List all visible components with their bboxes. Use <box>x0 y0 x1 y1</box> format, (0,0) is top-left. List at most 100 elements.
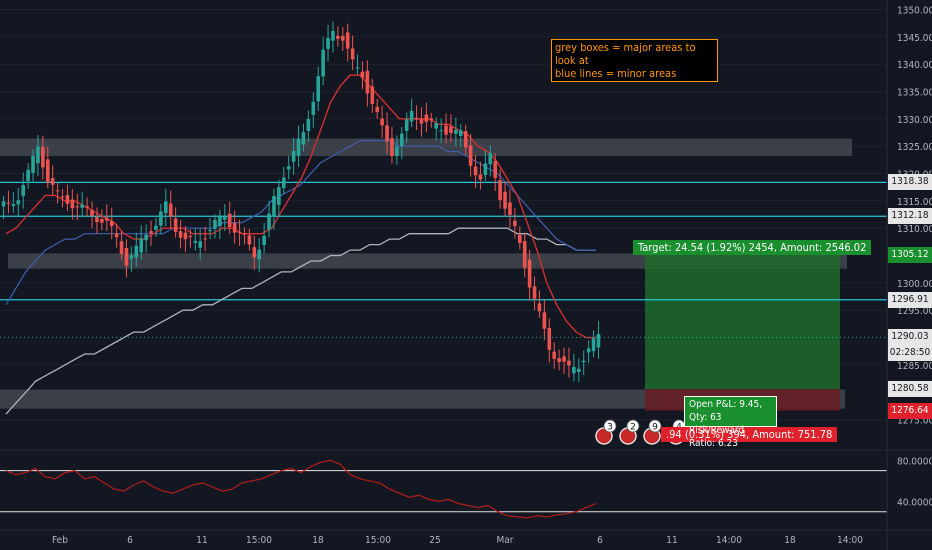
candle-body <box>326 37 330 49</box>
candle-body <box>562 356 566 362</box>
candle-body <box>50 178 55 185</box>
stop-label[interactable]: .94 (0.31%) 394, Amount: 751.78 <box>661 427 838 442</box>
time-tick-label: 6 <box>127 535 133 546</box>
target-label[interactable]: Target: 24.54 (1.92%) 2454, Amount: 2546… <box>633 240 872 255</box>
candle-body <box>21 185 26 196</box>
candle-body <box>41 146 45 168</box>
candle-body <box>218 215 222 227</box>
candle-body <box>60 196 65 198</box>
candle-body <box>503 191 507 209</box>
price-axis: 1350.00 1345.00 1340.00 1335.00 1330.00 1325.… <box>886 0 932 550</box>
candle-body <box>542 312 547 329</box>
candle-body <box>419 119 424 124</box>
time-tick-label: 15:00 <box>246 535 272 546</box>
candle-body <box>272 196 276 217</box>
candle-body <box>350 48 355 60</box>
candle-body <box>385 125 389 142</box>
price-tag: 1276.64 <box>888 402 932 419</box>
candle-body <box>75 206 80 208</box>
candle-body <box>301 132 306 145</box>
candle-body <box>168 203 173 217</box>
price-tick-label: 1350.00 <box>897 5 932 16</box>
note-line-1: grey boxes = major areas to look at <box>555 41 696 67</box>
horizontal-levels <box>0 181 887 301</box>
rsi-panel: 80.0000 40.0000 <box>0 449 932 519</box>
candle-body <box>527 259 532 288</box>
time-tick-label: 25 <box>429 535 440 546</box>
candle-body <box>458 130 463 136</box>
candle-body <box>139 238 144 253</box>
candle-body <box>242 233 247 235</box>
price-tick-label: 1300.00 <box>897 279 932 290</box>
candle-body <box>237 231 242 233</box>
grey-zone <box>0 389 845 409</box>
ema-red-line <box>5 74 596 339</box>
note-line-2: blue lines = minor areas <box>555 67 677 80</box>
candle-body <box>508 202 512 215</box>
candle-body <box>522 241 527 268</box>
candle-body <box>291 150 296 162</box>
candle-body <box>424 114 429 122</box>
candle-body <box>144 234 148 241</box>
price-tag: 1280.58 <box>888 381 932 398</box>
candle-body <box>16 200 21 205</box>
candle-body <box>395 146 399 157</box>
candle-body <box>513 220 517 227</box>
price-tag: 1290.03 <box>888 329 932 346</box>
candle-body <box>232 222 237 233</box>
candle-body <box>557 358 561 363</box>
event-count-label: 2 <box>630 423 636 433</box>
candle-body <box>149 231 153 234</box>
event-count-label: 3 <box>607 423 613 433</box>
candle-body <box>193 240 198 243</box>
open-pnl-box[interactable]: Open P&L: 9.45, Qty: 63 Risk/Reward Rati… <box>684 396 777 449</box>
candle-body <box>104 217 109 221</box>
candle-body <box>85 206 89 208</box>
annotation-note: grey boxes = major areas to look at blue… <box>551 39 718 82</box>
candle-body <box>468 145 473 166</box>
candle-body <box>26 169 30 181</box>
time-tick-label: 14:00 <box>837 535 863 546</box>
candle-body <box>434 123 439 129</box>
candle-body <box>439 130 443 132</box>
price-tag: 1305.12 <box>888 246 932 263</box>
candle-body <box>572 367 576 374</box>
price-tick-label: 1275.00 <box>897 416 932 427</box>
trade-position <box>645 254 840 411</box>
time-tick-label: 18 <box>784 535 796 546</box>
candle-body <box>154 225 158 230</box>
candle-body <box>596 334 601 348</box>
candle-body <box>281 177 286 188</box>
grey-zone <box>8 253 847 269</box>
candle-body <box>488 153 493 165</box>
candle-body <box>370 86 375 104</box>
candle-body <box>380 118 384 126</box>
candle-body <box>340 35 345 41</box>
candle-body <box>109 220 114 227</box>
candle-body <box>586 348 591 353</box>
candle-body <box>498 180 502 201</box>
candle-body <box>198 241 203 248</box>
price-tick-label: 1295.00 <box>897 306 932 317</box>
candle-body <box>1 201 6 207</box>
candle-body <box>178 231 183 238</box>
event-count-label: 9 <box>652 423 658 433</box>
time-tick-label: 14:00 <box>716 535 742 546</box>
candle-body <box>277 187 281 205</box>
candle-body <box>65 195 70 204</box>
price-tick-label: 1330.00 <box>897 115 932 126</box>
candle-body <box>173 218 178 232</box>
price-tick-label: 1325.00 <box>897 142 932 153</box>
grey-zones <box>0 138 852 409</box>
candle-body <box>6 202 11 204</box>
candle-body <box>547 327 552 350</box>
candle-body <box>449 126 453 134</box>
candle-body <box>208 230 212 232</box>
price-tag: 1318.38 <box>888 174 932 191</box>
candle-body <box>404 119 409 131</box>
candle-body <box>227 213 232 228</box>
time-tick-label: Mar <box>497 535 514 546</box>
candle-body <box>567 360 571 366</box>
candle-body <box>247 235 252 245</box>
